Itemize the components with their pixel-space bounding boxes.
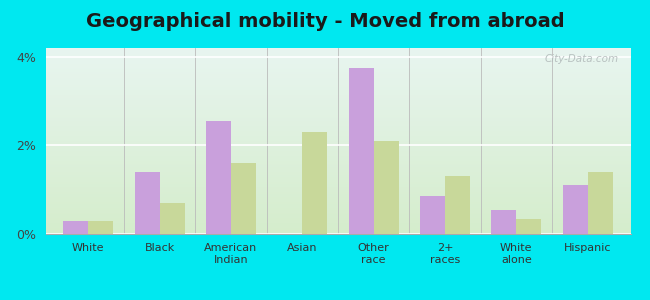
Bar xyxy=(374,141,398,234)
Bar xyxy=(63,221,88,234)
Bar xyxy=(420,196,445,234)
Bar xyxy=(231,163,256,234)
Bar xyxy=(135,172,160,234)
Bar xyxy=(206,121,231,234)
Bar xyxy=(88,221,113,234)
Bar xyxy=(563,185,588,234)
Text: City-Data.com: City-Data.com xyxy=(545,54,619,64)
Bar xyxy=(302,132,328,234)
Text: Geographical mobility - Moved from abroad: Geographical mobility - Moved from abroa… xyxy=(86,12,564,31)
Bar xyxy=(491,210,516,234)
Bar xyxy=(348,68,374,234)
Bar xyxy=(516,218,541,234)
Bar xyxy=(160,203,185,234)
Bar xyxy=(588,172,613,234)
Bar xyxy=(445,176,470,234)
